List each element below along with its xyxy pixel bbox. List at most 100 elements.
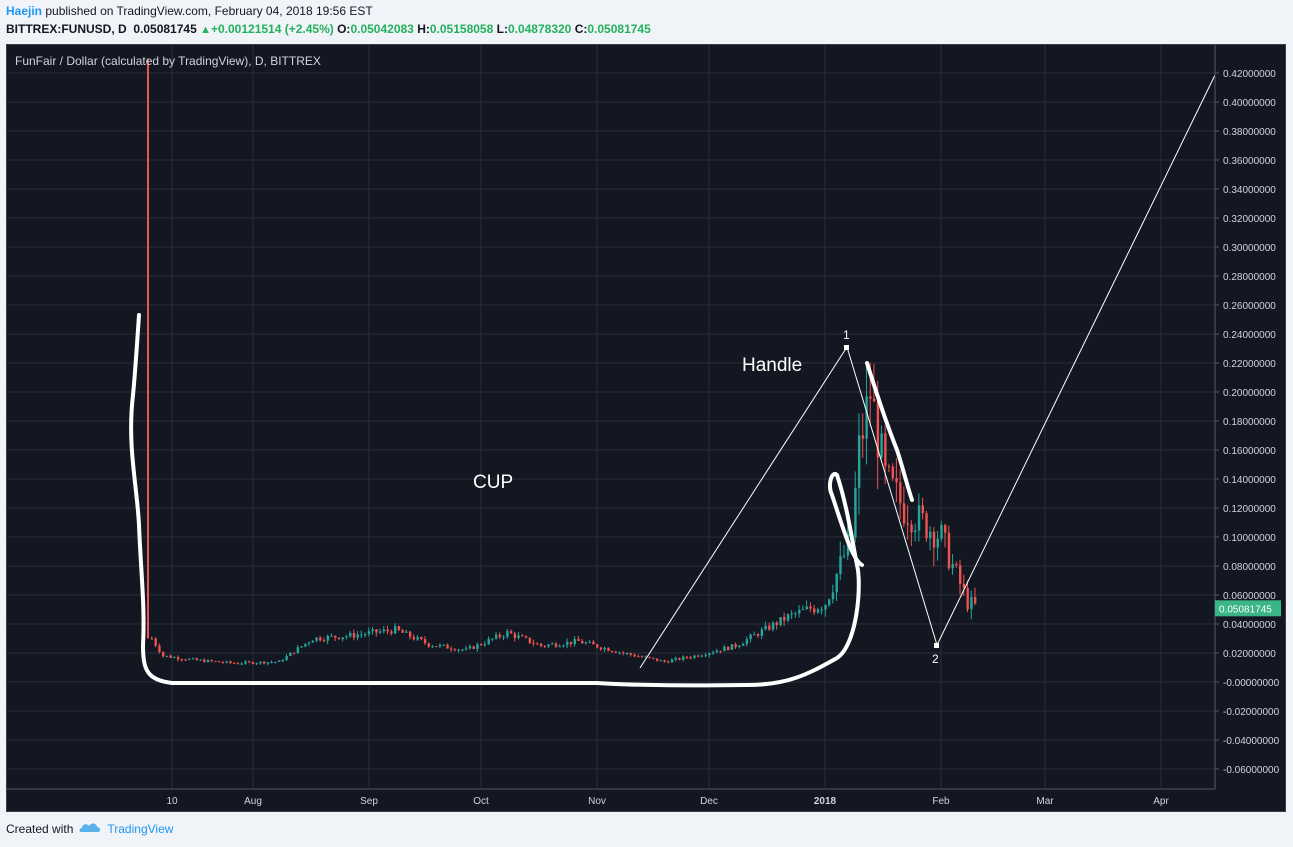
candle: [270, 662, 273, 664]
close-value: 0.05081745: [587, 22, 651, 36]
candle: [828, 599, 831, 606]
y-tick-label: 0.12000000: [1223, 504, 1276, 515]
candle: [154, 638, 157, 646]
candle: [349, 632, 352, 637]
y-tick-label: 0.38000000: [1223, 127, 1276, 138]
candle: [147, 58, 149, 639]
candle: [315, 637, 318, 641]
point-2-label: 2: [932, 652, 939, 666]
candle: [532, 642, 535, 644]
candle: [536, 643, 539, 645]
x-tick-label: Dec: [700, 796, 718, 807]
candle: [390, 631, 393, 634]
candle: [206, 659, 210, 663]
candle: [427, 643, 431, 647]
candle: [633, 654, 636, 657]
candle: [719, 650, 722, 652]
y-tick-label: 0.40000000: [1223, 98, 1276, 109]
pattern-line: [639, 74, 1216, 669]
y-tick-label: 0.32000000: [1223, 214, 1276, 225]
candle: [233, 662, 236, 664]
candle: [790, 613, 794, 615]
ohlc-bar: BITTREX:FUNUSD, D 0.05081745 ▲+0.0012151…: [6, 22, 651, 36]
close-label: C:: [574, 22, 588, 36]
candle: [674, 658, 678, 660]
candle: [596, 644, 599, 648]
candle: [936, 538, 939, 548]
candle: [360, 634, 363, 636]
up-arrow-icon: ▲: [200, 24, 211, 36]
candle: [697, 655, 700, 657]
chart-title: FunFair / Dollar (calculated by TradingV…: [15, 54, 321, 68]
y-tick-label: 0.08000000: [1223, 562, 1276, 573]
candle: [210, 659, 214, 662]
candle: [816, 609, 820, 613]
candle: [581, 641, 584, 644]
candle: [304, 643, 307, 647]
candle: [547, 644, 550, 647]
tradingview-cloud-icon[interactable]: [79, 821, 101, 836]
footer: Created with TradingView: [6, 821, 173, 836]
candle: [435, 646, 438, 648]
candle: [783, 617, 786, 621]
publish-info: Haejin published on TradingView.com, Feb…: [6, 4, 373, 18]
candle: [738, 645, 741, 648]
candle: [831, 592, 835, 600]
candle: [970, 596, 973, 610]
candle: [307, 642, 311, 644]
candle: [341, 637, 344, 640]
candle: [506, 631, 509, 637]
candle: [813, 608, 816, 613]
candle: [386, 629, 389, 632]
candle: [251, 661, 255, 664]
y-tick-label: -0.06000000: [1223, 765, 1280, 776]
last-price-tag: 0.05081745: [1215, 600, 1281, 617]
candle: [393, 626, 397, 634]
candle: [655, 658, 659, 661]
candle: [199, 659, 202, 661]
candle: [169, 655, 172, 658]
y-tick-label: 0.02000000: [1223, 649, 1276, 660]
candle: [708, 653, 711, 656]
candle: [857, 435, 861, 488]
price-chart[interactable]: FunFair / Dollar (calculated by TradingV…: [7, 45, 1285, 811]
candle: [509, 631, 513, 634]
candle: [712, 652, 715, 654]
candle: [296, 647, 300, 654]
candle: [289, 652, 292, 656]
candle: [367, 631, 371, 635]
candle: [955, 563, 958, 566]
candle: [457, 649, 460, 651]
y-tick-label: 0.14000000: [1223, 475, 1276, 486]
candle: [805, 606, 808, 610]
candle: [420, 637, 423, 640]
author-link[interactable]: Haejin: [6, 4, 43, 18]
candle: [438, 644, 442, 647]
candle: [603, 648, 606, 650]
candle: [277, 660, 281, 662]
candle: [566, 641, 569, 646]
candle: [543, 645, 547, 647]
candle: [229, 661, 232, 663]
candle: [431, 646, 434, 648]
candle: [895, 477, 898, 483]
candle: [678, 658, 681, 660]
candle: [715, 650, 719, 653]
candle: [453, 649, 457, 651]
open-label: O:: [337, 22, 351, 36]
candle: [839, 556, 842, 575]
candle: [158, 645, 161, 652]
candle: [423, 639, 427, 644]
candle: [663, 660, 666, 662]
candle: [498, 634, 502, 637]
candle: [700, 655, 704, 657]
tradingview-link[interactable]: TradingView: [107, 821, 174, 836]
candle: [794, 613, 797, 615]
candle: [214, 661, 217, 663]
candle: [191, 658, 195, 660]
candle: [573, 639, 576, 645]
chart-frame[interactable]: FunFair / Dollar (calculated by TradingV…: [6, 44, 1286, 812]
y-tick-label: 0.34000000: [1223, 185, 1276, 196]
candle: [727, 646, 730, 650]
candle: [480, 644, 483, 646]
